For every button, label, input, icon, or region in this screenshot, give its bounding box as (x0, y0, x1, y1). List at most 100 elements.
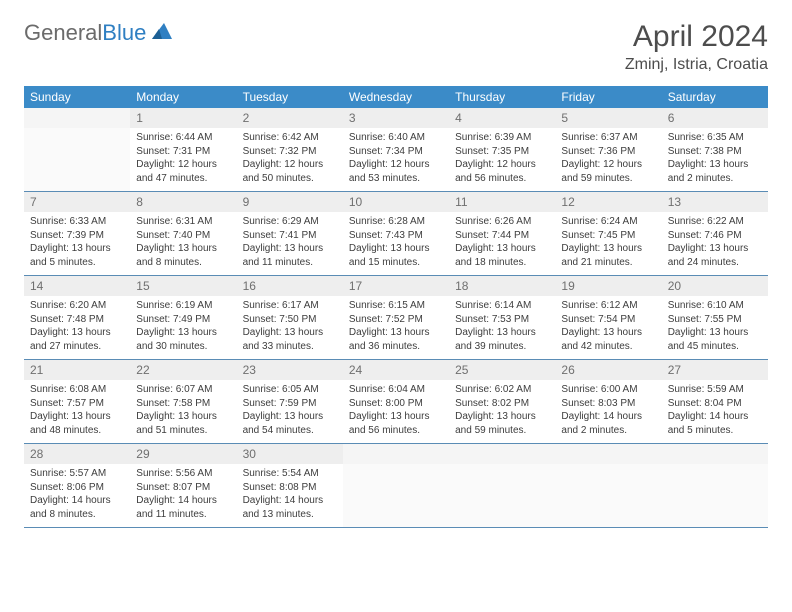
day-detail-cell (24, 128, 130, 192)
detail-row: Sunrise: 6:20 AMSunset: 7:48 PMDaylight:… (24, 296, 768, 360)
day-number-cell: 14 (24, 276, 130, 297)
daynum-row: 78910111213 (24, 192, 768, 213)
daylight-line2: and 8 minutes. (30, 508, 124, 522)
day-detail-cell: Sunrise: 6:33 AMSunset: 7:39 PMDaylight:… (24, 212, 130, 276)
day-number-cell: 8 (130, 192, 236, 213)
daynum-row: 282930 (24, 444, 768, 465)
sunset-text: Sunset: 7:49 PM (136, 313, 230, 327)
daylight-line1: Daylight: 14 hours (668, 410, 762, 424)
day-detail-cell: Sunrise: 6:04 AMSunset: 8:00 PMDaylight:… (343, 380, 449, 444)
day-detail-cell: Sunrise: 6:15 AMSunset: 7:52 PMDaylight:… (343, 296, 449, 360)
sunrise-text: Sunrise: 5:54 AM (243, 467, 337, 481)
calendar-page: GeneralBlue April 2024 Zminj, Istria, Cr… (0, 0, 792, 612)
day-number-cell: 7 (24, 192, 130, 213)
detail-row: Sunrise: 6:08 AMSunset: 7:57 PMDaylight:… (24, 380, 768, 444)
day-detail-cell: Sunrise: 6:02 AMSunset: 8:02 PMDaylight:… (449, 380, 555, 444)
sunrise-text: Sunrise: 6:40 AM (349, 131, 443, 145)
sunset-text: Sunset: 8:06 PM (30, 481, 124, 495)
day-number-cell: 5 (555, 108, 661, 128)
day-number-cell: 1 (130, 108, 236, 128)
daylight-line2: and 27 minutes. (30, 340, 124, 354)
sunrise-text: Sunrise: 6:19 AM (136, 299, 230, 313)
sunset-text: Sunset: 7:50 PM (243, 313, 337, 327)
day-number-cell: 18 (449, 276, 555, 297)
brand-logo: GeneralBlue (24, 20, 174, 46)
daylight-line2: and 8 minutes. (136, 256, 230, 270)
daylight-line1: Daylight: 13 hours (30, 410, 124, 424)
daylight-line1: Daylight: 12 hours (243, 158, 337, 172)
daylight-line2: and 15 minutes. (349, 256, 443, 270)
daylight-line2: and 21 minutes. (561, 256, 655, 270)
day-number-cell: 29 (130, 444, 236, 465)
sunrise-text: Sunrise: 6:39 AM (455, 131, 549, 145)
daylight-line1: Daylight: 13 hours (243, 242, 337, 256)
day-detail-cell: Sunrise: 6:14 AMSunset: 7:53 PMDaylight:… (449, 296, 555, 360)
day-number-cell (662, 444, 768, 465)
daylight-line1: Daylight: 13 hours (561, 242, 655, 256)
sunset-text: Sunset: 7:41 PM (243, 229, 337, 243)
daylight-line1: Daylight: 14 hours (30, 494, 124, 508)
daylight-line1: Daylight: 13 hours (668, 326, 762, 340)
sunrise-text: Sunrise: 6:24 AM (561, 215, 655, 229)
day-detail-cell: Sunrise: 6:35 AMSunset: 7:38 PMDaylight:… (662, 128, 768, 192)
sunrise-text: Sunrise: 6:26 AM (455, 215, 549, 229)
day-number-cell (343, 444, 449, 465)
daylight-line1: Daylight: 12 hours (349, 158, 443, 172)
day-number-cell: 16 (237, 276, 343, 297)
brand-name: GeneralBlue (24, 20, 146, 46)
daylight-line1: Daylight: 13 hours (136, 326, 230, 340)
daylight-line1: Daylight: 13 hours (243, 410, 337, 424)
sunrise-text: Sunrise: 6:12 AM (561, 299, 655, 313)
daynum-row: 123456 (24, 108, 768, 128)
calendar-body: 123456Sunrise: 6:44 AMSunset: 7:31 PMDay… (24, 108, 768, 528)
day-number-cell: 20 (662, 276, 768, 297)
sunrise-text: Sunrise: 6:17 AM (243, 299, 337, 313)
day-detail-cell: Sunrise: 6:12 AMSunset: 7:54 PMDaylight:… (555, 296, 661, 360)
calendar-table: SundayMondayTuesdayWednesdayThursdayFrid… (24, 86, 768, 528)
sunrise-text: Sunrise: 6:37 AM (561, 131, 655, 145)
day-detail-cell: Sunrise: 6:05 AMSunset: 7:59 PMDaylight:… (237, 380, 343, 444)
detail-row: Sunrise: 6:44 AMSunset: 7:31 PMDaylight:… (24, 128, 768, 192)
calendar-header-row: SundayMondayTuesdayWednesdayThursdayFrid… (24, 86, 768, 108)
sunset-text: Sunset: 7:34 PM (349, 145, 443, 159)
daylight-line2: and 45 minutes. (668, 340, 762, 354)
daylight-line2: and 5 minutes. (30, 256, 124, 270)
day-detail-cell: Sunrise: 5:56 AMSunset: 8:07 PMDaylight:… (130, 464, 236, 528)
day-detail-cell: Sunrise: 6:29 AMSunset: 7:41 PMDaylight:… (237, 212, 343, 276)
sunrise-text: Sunrise: 6:07 AM (136, 383, 230, 397)
day-number-cell (449, 444, 555, 465)
sunrise-text: Sunrise: 6:35 AM (668, 131, 762, 145)
day-number-cell: 19 (555, 276, 661, 297)
day-number-cell: 24 (343, 360, 449, 381)
daynum-row: 21222324252627 (24, 360, 768, 381)
sunset-text: Sunset: 7:31 PM (136, 145, 230, 159)
sunrise-text: Sunrise: 6:31 AM (136, 215, 230, 229)
daylight-line2: and 47 minutes. (136, 172, 230, 186)
day-detail-cell (343, 464, 449, 528)
daylight-line2: and 33 minutes. (243, 340, 337, 354)
daylight-line1: Daylight: 13 hours (136, 410, 230, 424)
daylight-line2: and 48 minutes. (30, 424, 124, 438)
day-number-cell: 23 (237, 360, 343, 381)
daylight-line2: and 30 minutes. (136, 340, 230, 354)
sunrise-text: Sunrise: 5:59 AM (668, 383, 762, 397)
sunset-text: Sunset: 7:53 PM (455, 313, 549, 327)
day-detail-cell: Sunrise: 5:54 AMSunset: 8:08 PMDaylight:… (237, 464, 343, 528)
day-number-cell: 6 (662, 108, 768, 128)
daylight-line2: and 42 minutes. (561, 340, 655, 354)
daylight-line1: Daylight: 12 hours (136, 158, 230, 172)
daylight-line2: and 2 minutes. (561, 424, 655, 438)
day-detail-cell: Sunrise: 6:26 AMSunset: 7:44 PMDaylight:… (449, 212, 555, 276)
day-number-cell: 11 (449, 192, 555, 213)
weekday-header: Wednesday (343, 86, 449, 108)
day-number-cell: 10 (343, 192, 449, 213)
daylight-line1: Daylight: 12 hours (561, 158, 655, 172)
sunset-text: Sunset: 7:48 PM (30, 313, 124, 327)
sunrise-text: Sunrise: 6:44 AM (136, 131, 230, 145)
daylight-line1: Daylight: 13 hours (455, 410, 549, 424)
day-number-cell: 13 (662, 192, 768, 213)
day-detail-cell (662, 464, 768, 528)
sunrise-text: Sunrise: 6:00 AM (561, 383, 655, 397)
daylight-line1: Daylight: 13 hours (30, 242, 124, 256)
day-number-cell: 21 (24, 360, 130, 381)
